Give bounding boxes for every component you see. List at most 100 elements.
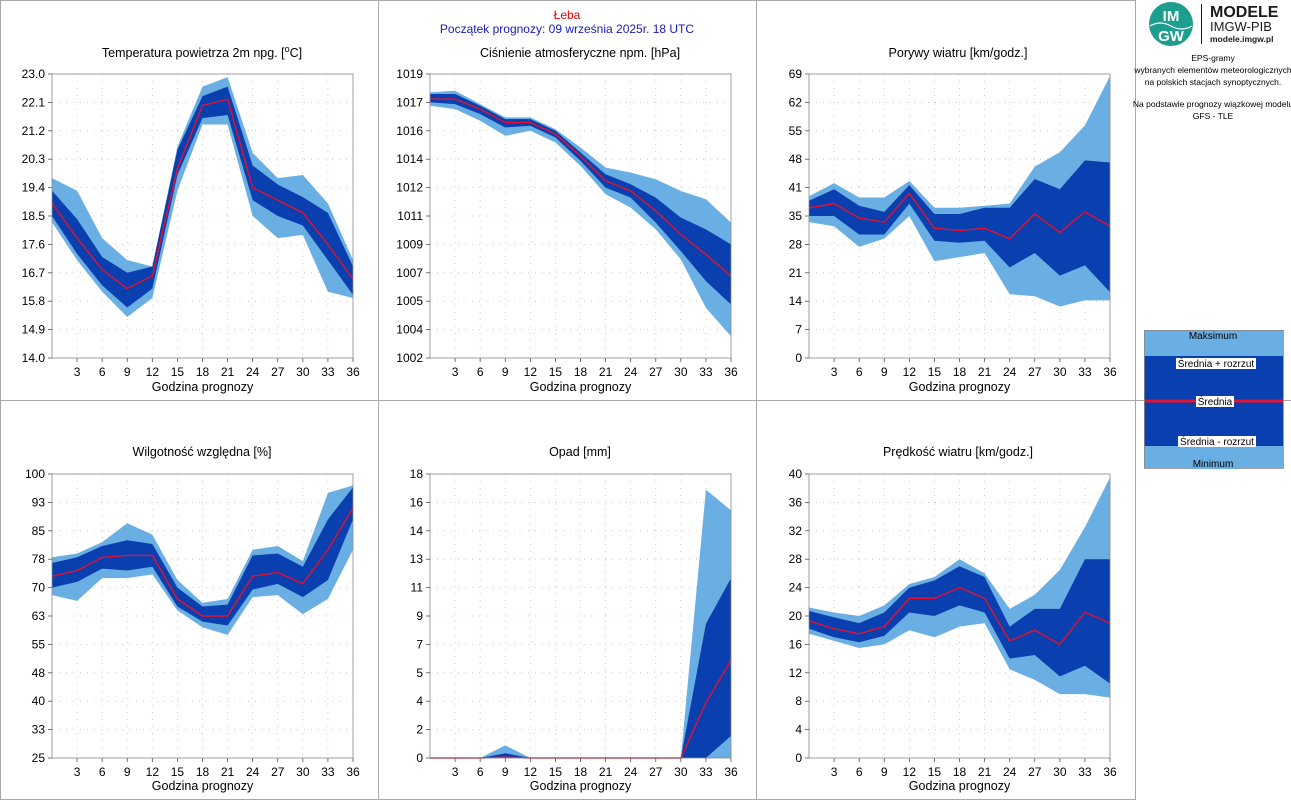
x-tick-label: 3 — [831, 365, 838, 379]
x-tick-label: 18 — [196, 765, 210, 779]
chart-humidity: Wilgotność względna [%]25334048556370788… — [25, 445, 360, 793]
y-tick-label: 55 — [32, 637, 46, 651]
y-tick-label: 70 — [32, 581, 46, 595]
y-tick-label: 23.0 — [22, 67, 46, 81]
y-tick-label: 85 — [32, 524, 46, 538]
x-tick-label: 18 — [953, 365, 967, 379]
y-tick-label: 14.9 — [22, 323, 46, 337]
logo-wave-icon — [1149, 22, 1193, 30]
x-tick-label: 21 — [221, 765, 235, 779]
y-tick-label: 33 — [32, 723, 46, 737]
chart-wind: Prędkość wiatru [km/godz.] 0 4 8 12 16 20 24 28 3… — [789, 445, 1117, 793]
legend-min-label: Minimum — [1193, 459, 1234, 470]
x-tick-label: 36 — [346, 365, 360, 379]
x-tick-label: 15 — [171, 365, 185, 379]
y-tick-label: 16 — [789, 637, 803, 651]
x-tick-label: 33 — [1078, 365, 1092, 379]
legend-upper-label: Średnia + rozrzut — [1178, 357, 1255, 370]
x-tick-label: 30 — [674, 765, 688, 779]
y-tick-label: 24 — [789, 581, 803, 595]
x-tick-label: 21 — [978, 365, 992, 379]
y-tick-label: 48 — [32, 666, 46, 680]
x-tick-label: 30 — [296, 365, 310, 379]
y-tick-label: 93 — [32, 495, 46, 509]
y-tick-label: 4 — [795, 723, 802, 737]
y-tick-label: 28 — [789, 552, 803, 566]
y-tick-label: 1017 — [396, 95, 423, 109]
y-tick-label: 0 — [795, 351, 802, 365]
y-tick-label: 12 — [789, 666, 803, 680]
y-tick-label: 8 — [795, 694, 802, 708]
x-tick-label: 33 — [699, 765, 713, 779]
legend-mean-box — [1196, 396, 1234, 407]
x-tick-label: 36 — [1103, 765, 1117, 779]
y-tick-label: 40 — [32, 694, 46, 708]
x-tick-label: 6 — [477, 765, 484, 779]
x-tick-label: 6 — [856, 365, 863, 379]
logo-line1: MODELE — [1210, 4, 1279, 21]
x-tick-label: 24 — [624, 365, 638, 379]
y-tick-label: 14.0 — [22, 351, 46, 365]
x-tick-label: 6 — [99, 765, 106, 779]
y-tick-label: 1016 — [396, 124, 423, 138]
y-tick-label: 14 — [789, 294, 803, 308]
x-tick-label: 21 — [221, 365, 235, 379]
x-tick-label: 15 — [171, 765, 185, 779]
x-axis-label: Godzina prognozy — [152, 779, 254, 793]
side-note-line-1: EPS-gramy — [1191, 53, 1235, 63]
legend-max-label: Maksimum — [1189, 331, 1237, 342]
spread-band — [52, 86, 353, 308]
spread-band — [430, 578, 731, 758]
x-axis-label: Godzina prognozy — [530, 779, 632, 793]
x-tick-label: 3 — [74, 765, 81, 779]
x-axis-label: Godzina prognozy — [909, 779, 1011, 793]
logo-badge-bottom: GW — [1158, 28, 1185, 45]
x-tick-label: 18 — [196, 365, 210, 379]
side-note-line-5: Na podstawie prognozy wiązkowej modelu — [1133, 99, 1291, 109]
y-tick-label: 55 — [789, 124, 803, 138]
y-tick-label: 0 — [795, 751, 802, 765]
chart-title-temp: Temperatura powietrza 2m npg. [oC] — [102, 44, 302, 60]
y-tick-label: 1014 — [396, 152, 423, 166]
side-note-line-6: GFS - TLE — [1193, 111, 1234, 121]
x-tick-label: 24 — [624, 765, 638, 779]
x-tick-label: 27 — [271, 365, 285, 379]
y-tick-label: 1012 — [396, 181, 423, 195]
legend-lower-box — [1178, 436, 1256, 447]
x-tick-label: 6 — [477, 365, 484, 379]
x-tick-label: 30 — [674, 365, 688, 379]
y-tick-label: 13 — [410, 552, 424, 566]
spread-band — [809, 559, 1110, 684]
x-tick-label: 9 — [124, 365, 131, 379]
chart-title-precip: Opad [mm] — [549, 445, 611, 459]
logo-line3: modele.imgw.pl — [1210, 34, 1273, 44]
chart-title-humidity: Wilgotność względna [%] — [133, 445, 272, 459]
x-tick-label: 9 — [881, 365, 888, 379]
x-tick-label: 9 — [124, 765, 131, 779]
y-tick-label: 17.6 — [22, 237, 46, 251]
y-tick-label: 20 — [789, 609, 803, 623]
y-tick-label: 35 — [789, 209, 803, 223]
mean-line — [51, 507, 354, 617]
forecast-start: Początek prognozy: 09 września 2025r. 18… — [440, 22, 694, 36]
x-tick-label: 36 — [724, 765, 738, 779]
y-tick-label: 7 — [416, 637, 423, 651]
x-tick-label: 30 — [296, 765, 310, 779]
y-tick-label: 78 — [32, 552, 46, 566]
y-tick-label: 28 — [789, 237, 803, 251]
x-axis-label: Godzina prognozy — [530, 380, 632, 394]
x-tick-label: 27 — [649, 765, 663, 779]
y-tick-label: 18.5 — [22, 209, 46, 223]
x-tick-label: 36 — [346, 765, 360, 779]
y-tick-label: 41 — [789, 181, 803, 195]
x-tick-label: 27 — [1028, 765, 1042, 779]
y-tick-label: 100 — [25, 467, 45, 481]
x-tick-label: 15 — [549, 365, 563, 379]
y-tick-label: 1007 — [396, 266, 423, 280]
x-tick-label: 3 — [452, 765, 459, 779]
y-tick-label: 1009 — [396, 237, 423, 251]
logo-line2: IMGW-PIB — [1210, 19, 1272, 34]
side-note-line-2: wybranych elementów meteorologicznych — [1133, 65, 1291, 75]
x-tick-label: 18 — [953, 765, 967, 779]
